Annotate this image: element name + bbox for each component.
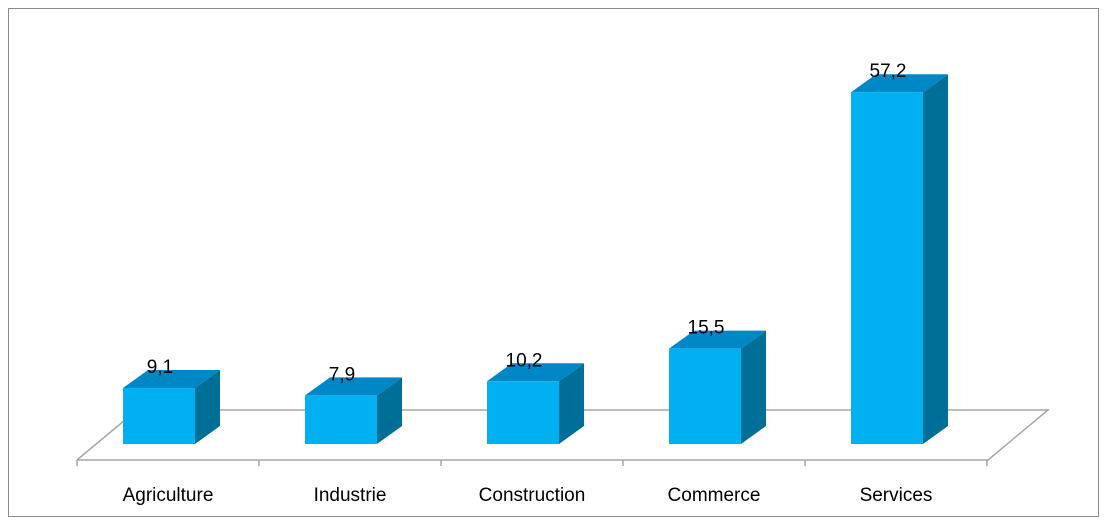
bar-top-services <box>851 74 948 93</box>
data-label-services: 57,2 <box>870 61 907 82</box>
bar-side-industrie <box>377 377 402 444</box>
category-label-industrie: Industrie <box>314 485 387 506</box>
bar-industrie <box>305 395 377 444</box>
bar-commerce <box>669 348 741 444</box>
bar-side-commerce <box>741 330 766 444</box>
data-label-agriculture: 9,1 <box>147 357 173 378</box>
category-label-agriculture: Agriculture <box>123 485 214 506</box>
data-label-construction: 10,2 <box>506 350 543 371</box>
bar-top-industrie <box>305 377 402 396</box>
bar-side-services <box>923 74 948 444</box>
bar-side-construction <box>559 363 584 444</box>
chart-floor <box>76 409 1051 466</box>
bar-services <box>851 92 923 444</box>
bar-top-construction <box>487 363 584 382</box>
data-label-industrie: 7,9 <box>329 364 355 385</box>
category-label-construction: Construction <box>479 485 586 506</box>
labels-group: 9,1 Agriculture 7,9 Industrie 10,2 Constructi… <box>123 61 933 506</box>
bar-side-agriculture <box>195 370 220 444</box>
bar-top-commerce <box>669 330 766 349</box>
bars-group <box>123 74 948 444</box>
data-label-commerce: 15,5 <box>688 318 725 339</box>
bar-agriculture <box>123 388 195 444</box>
bar-construction <box>487 381 559 444</box>
floor-outline <box>76 409 1051 461</box>
category-label-services: Services <box>860 485 933 506</box>
bar-top-agriculture <box>123 370 220 389</box>
category-label-commerce: Commerce <box>668 485 761 506</box>
